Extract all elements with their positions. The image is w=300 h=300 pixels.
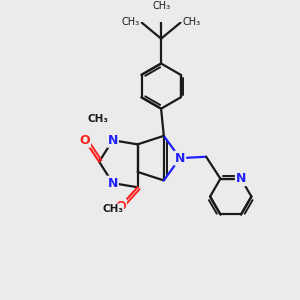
Text: N: N <box>236 172 246 185</box>
Text: O: O <box>80 134 90 147</box>
Text: N: N <box>108 177 118 190</box>
Text: CH₃: CH₃ <box>102 204 123 214</box>
Text: N: N <box>108 134 118 147</box>
Text: CH₃: CH₃ <box>152 1 170 11</box>
Text: N: N <box>175 152 185 165</box>
Text: O: O <box>115 200 126 213</box>
Text: CH₃: CH₃ <box>122 17 140 27</box>
Text: CH₃: CH₃ <box>88 114 109 124</box>
Text: CH₃: CH₃ <box>182 17 200 27</box>
